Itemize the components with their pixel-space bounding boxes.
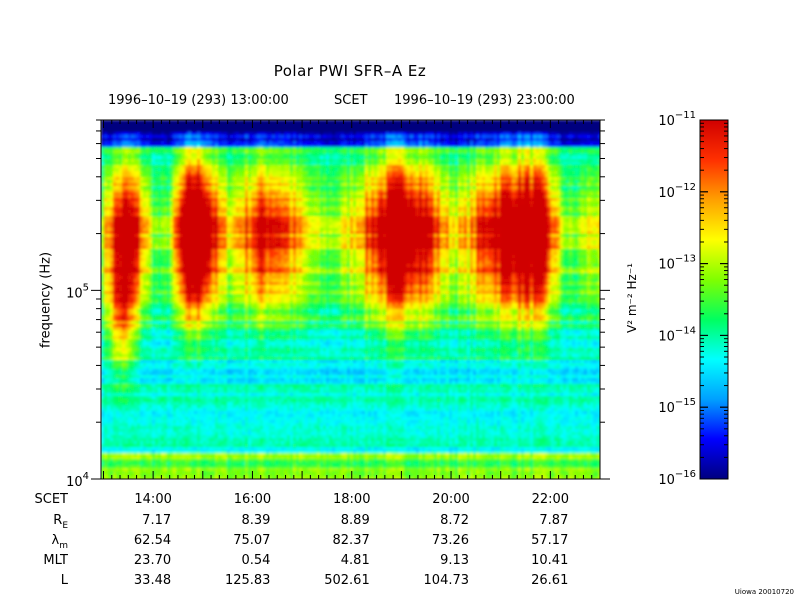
ephemeris-value: 7.17 (142, 513, 171, 528)
ephemeris-value: 73.26 (432, 533, 469, 548)
colorbar-tick-label: 10−15 (658, 397, 696, 416)
ephemeris-value: 62.54 (134, 533, 171, 548)
ephemeris-row-label: λm (52, 533, 68, 551)
chart-title: Polar PWI SFR–A Ez (0, 62, 700, 80)
ephemeris-value: 57.17 (531, 533, 568, 548)
colorbar-tick-label: 10−16 (658, 469, 696, 488)
ephemeris-table: SCET 14:00 16:00 18:00 20:00 22:00 RE 7.17 8.39 8… (35, 492, 570, 588)
ephemeris-value: 9.13 (440, 553, 469, 568)
ephemeris-value: 10.41 (531, 553, 568, 568)
ephemeris-value: 104.73 (424, 573, 470, 588)
x-tick-label: 18:00 (333, 492, 370, 507)
x-tick-label: 20:00 (432, 492, 469, 507)
time-system-label: SCET (334, 93, 367, 108)
ephemeris-value: 8.72 (440, 513, 469, 528)
colorbar-tick-label: 10−12 (658, 182, 696, 201)
spectrogram-heatmap (101, 120, 600, 479)
ephemeris-value: 4.81 (341, 553, 370, 568)
ephemeris-value: 75.07 (233, 533, 270, 548)
time-start-label: 1996–10–19 (293) 13:00:00 (108, 93, 289, 108)
plot-frame (100, 119, 601, 480)
ephemeris-value: 26.61 (531, 573, 568, 588)
footer-stamp: Uiowa 20010720 (735, 588, 794, 596)
colorbar: 10−11 10−12 10−13 10−14 10−15 10−16 (658, 110, 729, 488)
x-tick-label: 14:00 (134, 492, 171, 507)
y-tick-label: 104 (66, 471, 89, 490)
colorbar-tick-label: 10−13 (658, 254, 696, 273)
ephemeris-value: 8.39 (241, 513, 270, 528)
ephemeris-row-label: MLT (43, 553, 68, 568)
x-tick-label: 16:00 (234, 492, 271, 507)
ephemeris-row-label: L (61, 573, 69, 588)
ephemeris-value: 23.70 (134, 553, 171, 568)
ephemeris-value: 125.83 (225, 573, 271, 588)
colorbar-tick-label: 10−11 (658, 110, 696, 129)
ephemeris-value: 0.54 (241, 553, 270, 568)
ephemeris-value: 7.87 (539, 513, 568, 528)
ephemeris-row-label: RE (53, 513, 68, 531)
colorbar-gradient (699, 119, 729, 480)
time-end-label: 1996–10–19 (293) 23:00:00 (394, 93, 575, 108)
ephemeris-value: 33.48 (134, 573, 171, 588)
ephemeris-value: 502.61 (324, 573, 370, 588)
ephemeris-row-label: SCET (35, 492, 69, 507)
x-tick-label: 22:00 (532, 492, 569, 507)
ephemeris-value: 82.37 (333, 533, 370, 548)
plot-axes: 104 105 (66, 119, 610, 490)
ephemeris-value: 8.89 (341, 513, 370, 528)
colorbar-tick-label: 10−14 (658, 325, 696, 344)
y-tick-label: 105 (66, 282, 89, 301)
